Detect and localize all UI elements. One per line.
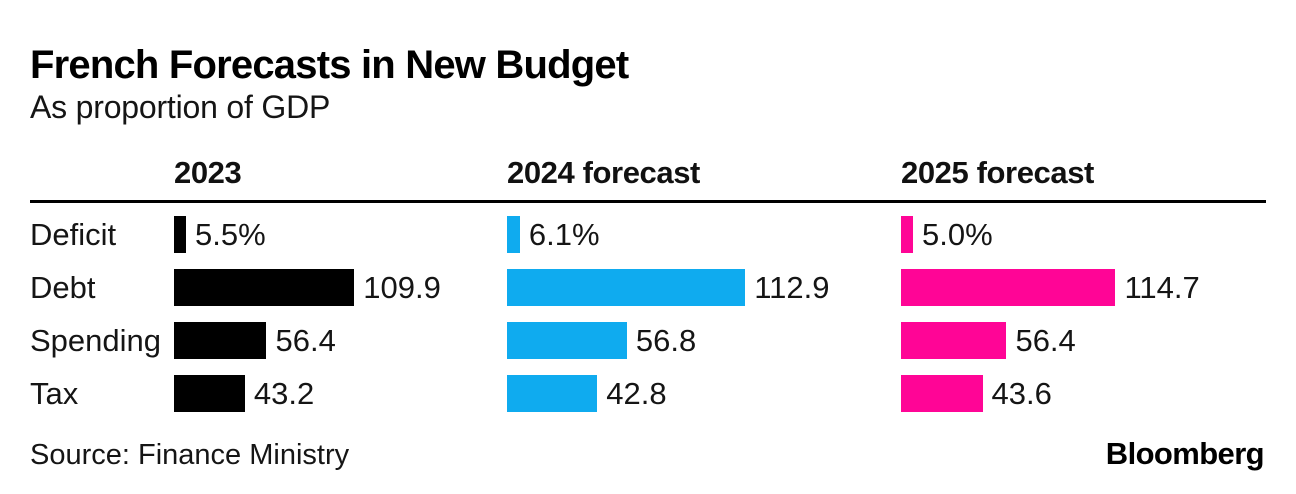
- column-header-2024-forecast: 2024 forecast: [507, 155, 700, 191]
- bar-2025-deficit: [901, 216, 913, 254]
- bar-value-label: 56.8: [635, 322, 697, 358]
- bar-value-label: 43.6: [991, 375, 1052, 411]
- column-header-row: 2023 2024 forecast 2025 forecast: [30, 155, 1266, 191]
- cell-2025-spending: 56.4: [901, 322, 1266, 360]
- source-note: Source: Finance Ministry: [30, 439, 350, 471]
- bar-2024-deficit: [507, 216, 520, 254]
- bar-2023-debt: [174, 269, 355, 307]
- cell-2025-deficit: 5.0%: [901, 216, 1266, 254]
- cell-2024-spending: 56.8: [507, 322, 901, 360]
- bar-value-label: 56.4: [1015, 322, 1076, 358]
- bar-2024-tax: [507, 375, 598, 413]
- bar-value-label: 56.4: [275, 322, 336, 358]
- bar-2025-spending: [901, 322, 1007, 360]
- cell-2025-debt: 114.7: [901, 269, 1266, 307]
- cell-2023-deficit: 5.5%: [174, 216, 507, 254]
- row-label-deficit: Deficit: [30, 216, 117, 252]
- bar-2024-spending: [507, 322, 627, 360]
- column-header-2023: 2023: [174, 155, 242, 191]
- chart-rows: Deficit 5.5% 6.1% 5.0% Debt 10: [30, 208, 1266, 420]
- bar-value-label: 112.9: [754, 269, 830, 305]
- bar-value-label: 42.8: [606, 375, 667, 411]
- cell-2024-tax: 42.8: [507, 375, 901, 413]
- bar-value-label: 5.5%: [195, 216, 266, 252]
- row-label-tax: Tax: [30, 375, 79, 411]
- chart-footer: Source: Finance Ministry Bloomberg: [30, 436, 1265, 472]
- bar-2023-spending: [174, 322, 267, 360]
- bloomberg-logo: Bloomberg: [1105, 436, 1265, 471]
- bar-2023-deficit: [174, 216, 186, 254]
- bar-value-label: 43.2: [253, 375, 315, 411]
- cell-2023-debt: 109.9: [174, 269, 507, 307]
- cell-2024-debt: 112.9: [507, 269, 901, 307]
- row-spending: Spending 56.4 56.8 56.4: [30, 314, 1266, 367]
- grouped-bar-chart: 2023 2024 forecast 2025 forecast Deficit…: [30, 155, 1266, 420]
- row-tax: Tax 43.2 42.8 43.6: [30, 367, 1266, 420]
- bar-value-label: 114.7: [1124, 269, 1200, 305]
- bar-2025-debt: [901, 269, 1116, 307]
- chart-subtitle: As proportion of GDP: [30, 89, 331, 125]
- bar-value-label: 109.9: [363, 269, 441, 305]
- bar-2025-tax: [901, 375, 983, 413]
- row-label-spending: Spending: [30, 322, 162, 358]
- row-deficit: Deficit 5.5% 6.1% 5.0%: [30, 208, 1266, 261]
- bar-value-label: 6.1%: [528, 216, 600, 252]
- chart-title: French Forecasts in New Budget: [30, 43, 629, 87]
- cell-2025-tax: 43.6: [901, 375, 1266, 413]
- row-debt: Debt 109.9 112.9 114.7: [30, 261, 1266, 314]
- column-header-2025-forecast: 2025 forecast: [901, 155, 1094, 191]
- bar-value-label: 5.0%: [922, 216, 993, 252]
- row-label-debt: Debt: [30, 269, 96, 305]
- cell-2023-spending: 56.4: [174, 322, 507, 360]
- bar-2024-debt: [507, 269, 746, 307]
- cell-2024-deficit: 6.1%: [507, 216, 901, 254]
- cell-2023-tax: 43.2: [174, 375, 507, 413]
- header-rule: [30, 200, 1266, 204]
- bar-2023-tax: [174, 375, 245, 413]
